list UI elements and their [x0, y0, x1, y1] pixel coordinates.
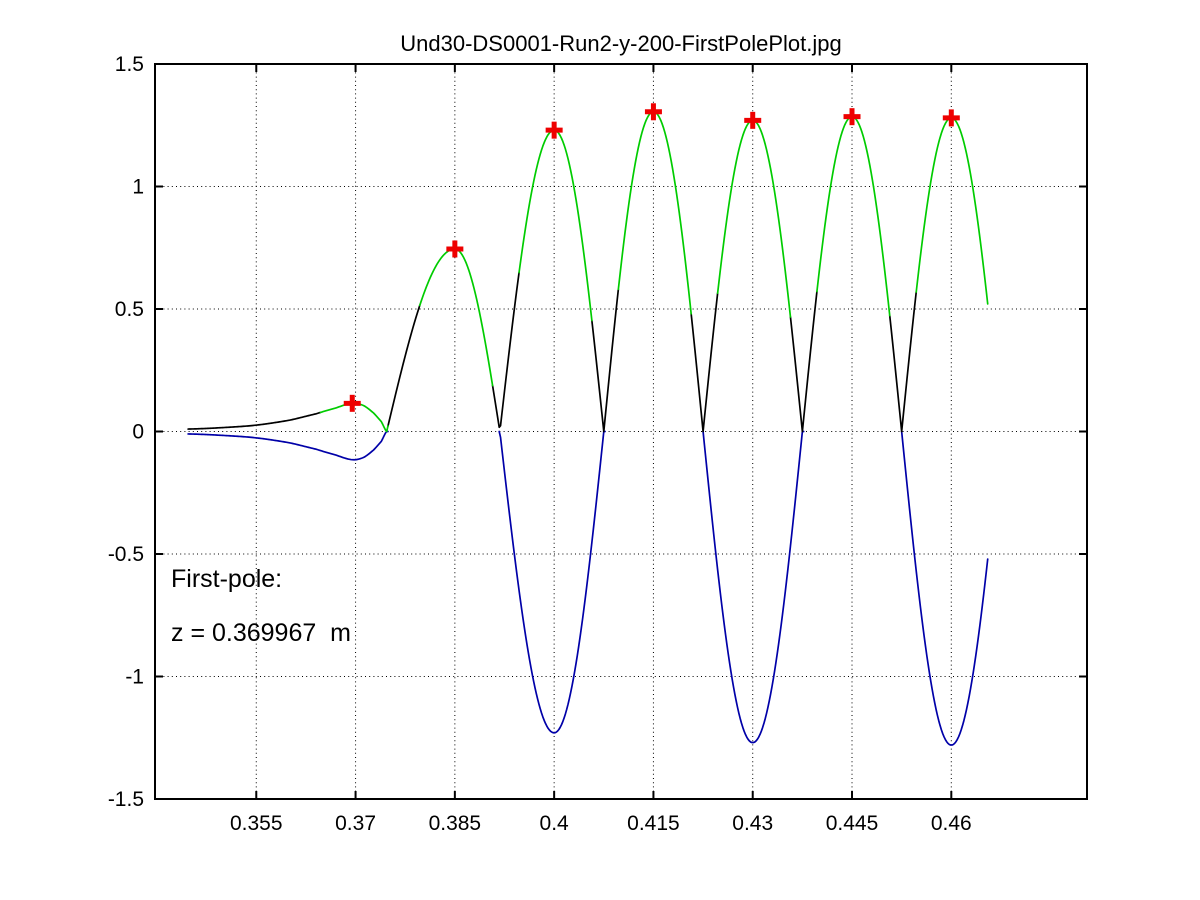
- y-tick-label: -1.5: [108, 788, 144, 811]
- y-tick-label: 0.5: [115, 298, 144, 321]
- signal-curve-blue: [498, 430, 606, 734]
- axes-box: [154, 63, 1088, 800]
- peak-fit-curve-green: [716, 119, 792, 318]
- x-tick-label: 0.355: [230, 812, 283, 835]
- x-tick-label: 0.385: [429, 812, 482, 835]
- peak-fit-curve-green: [816, 115, 891, 317]
- signal-curve-blue: [900, 430, 989, 746]
- y-tick-label: 1: [132, 176, 144, 199]
- rectified-curve-black: [789, 290, 818, 433]
- peak-fit-curve-green: [518, 129, 593, 322]
- y-tick-label: 1.5: [115, 53, 144, 76]
- signal-curve-blue: [702, 430, 805, 744]
- rectified-curve-black: [888, 291, 918, 433]
- y-tick-label: -1: [125, 666, 144, 689]
- y-tick-label: 0: [132, 421, 144, 444]
- rectified-curve-black: [187, 411, 322, 430]
- peak-fit-curve-green: [418, 248, 494, 387]
- peak-fit-curve-green: [617, 110, 693, 315]
- signal-curve-blue: [187, 430, 389, 461]
- x-tick-label: 0.43: [732, 812, 773, 835]
- x-tick-label: 0.415: [627, 812, 680, 835]
- rectified-curve-black: [591, 288, 620, 433]
- rectified-curve-black: [491, 271, 520, 429]
- rectified-curve-black: [387, 304, 421, 427]
- x-tick-label: 0.37: [335, 812, 376, 835]
- plot-title: Und30-DS0001-Run2-y-200-FirstPolePlot.jp…: [400, 31, 842, 56]
- annotation-first-pole-z-value: z = 0.369967 m: [171, 619, 351, 647]
- x-tick-label: 0.46: [931, 812, 972, 835]
- x-tick-label: 0.445: [826, 812, 879, 835]
- peak-fit-curve-green: [915, 117, 989, 305]
- y-tick-label: -0.5: [108, 543, 144, 566]
- annotation-first-pole-label: First-pole:: [171, 565, 283, 593]
- rectified-curve-black: [690, 292, 719, 433]
- x-tick-label: 0.4: [540, 812, 570, 835]
